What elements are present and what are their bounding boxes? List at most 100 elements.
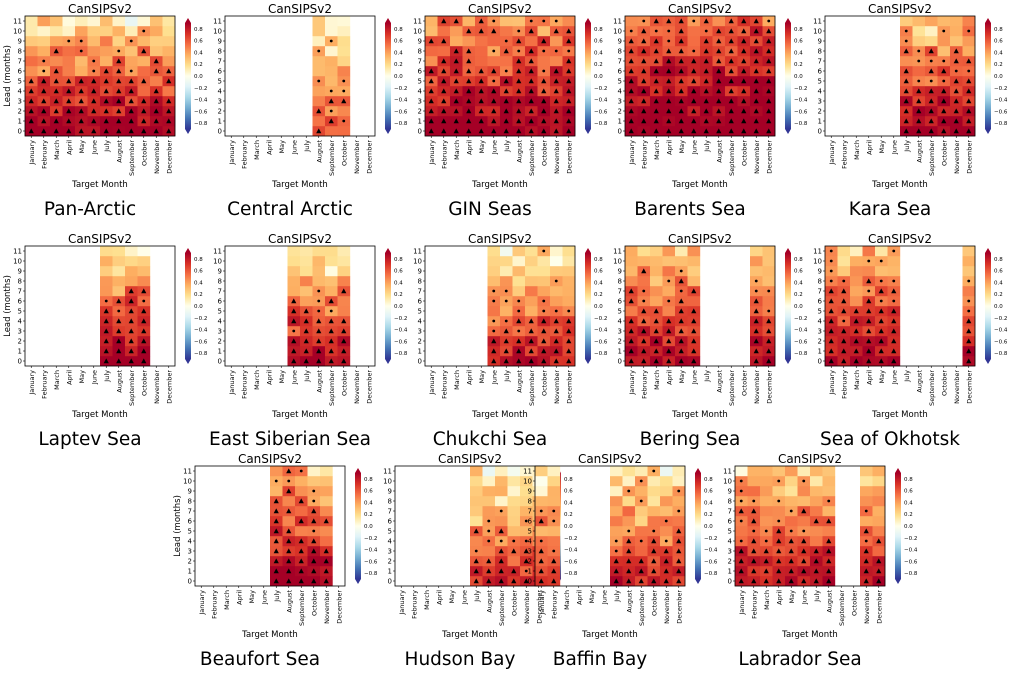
y-tick-label: 6 xyxy=(18,298,23,306)
heatmap-cell xyxy=(650,246,663,257)
heatmap-cell xyxy=(650,296,663,307)
heatmap-cell xyxy=(622,466,636,477)
colorbar: 0.80.60.40.20.0−0.2−0.4−0.6−0.8 xyxy=(185,18,208,134)
significance-triangle-marker xyxy=(528,118,534,124)
significance-triangle-marker xyxy=(828,288,834,294)
colorbar-tick-label: −0.6 xyxy=(364,559,378,565)
significance-triangle-marker xyxy=(691,78,697,84)
heatmap-cell xyxy=(635,526,648,537)
x-tick-label: May xyxy=(678,140,686,154)
significance-triangle-marker xyxy=(128,308,134,314)
heatmap-cell xyxy=(337,36,351,47)
colorbar-tick-label: 0.4 xyxy=(594,50,603,56)
y-tick-label: 6 xyxy=(388,518,393,526)
significance-triangle-marker xyxy=(566,318,572,324)
significance-triangle-marker xyxy=(841,328,847,334)
significance-triangle-marker xyxy=(466,108,472,114)
region-name: Pan-Arctic xyxy=(44,199,136,220)
significance-triangle-marker xyxy=(966,128,972,134)
significance-triangle-marker xyxy=(716,38,722,44)
heatmap-cell xyxy=(625,306,638,317)
significance-triangle-marker xyxy=(453,58,459,64)
colorbar-tick-label: −0.4 xyxy=(904,548,918,554)
colorbar-tick-label: 0.8 xyxy=(394,27,403,33)
heatmap-cell xyxy=(295,486,308,497)
colorbar-tick-label: −0.4 xyxy=(704,548,718,554)
heatmap-cell xyxy=(550,296,563,307)
significance-triangle-marker xyxy=(628,288,634,294)
x-tick-label: February xyxy=(750,590,758,619)
heatmap-cell xyxy=(337,46,351,57)
x-tick-label: August xyxy=(115,370,123,393)
y-tick-label: 1 xyxy=(818,118,822,126)
significance-triangle-marker xyxy=(311,578,317,584)
colorbar-tick-label: −0.2 xyxy=(564,536,577,542)
significance-triangle-marker xyxy=(503,78,509,84)
y-tick-label: 9 xyxy=(218,38,222,46)
significance-triangle-marker xyxy=(966,338,972,344)
y-tick-label: 10 xyxy=(13,258,22,266)
significance-dot-marker xyxy=(329,89,333,93)
y-tick-label: 8 xyxy=(218,278,222,286)
significance-triangle-marker xyxy=(691,118,697,124)
y-tick-label: 1 xyxy=(188,568,192,576)
x-tick-label: October xyxy=(540,140,548,166)
heatmap-cell xyxy=(762,246,776,257)
x-tick-label: August xyxy=(315,370,323,393)
significance-triangle-marker xyxy=(651,568,657,574)
significance-triangle-marker xyxy=(128,328,134,334)
significance-triangle-marker xyxy=(153,88,159,94)
y-tick-label: 8 xyxy=(818,48,822,56)
x-tick-label: September xyxy=(298,590,306,626)
heatmap-cell xyxy=(760,486,773,497)
significance-triangle-marker xyxy=(766,318,772,324)
y-tick-label: 1 xyxy=(818,348,822,356)
heatmap-cell xyxy=(507,466,521,477)
heatmap-cell xyxy=(850,296,863,307)
heatmap-cell xyxy=(660,526,673,537)
significance-triangle-marker xyxy=(953,88,959,94)
significance-triangle-marker xyxy=(626,568,632,574)
significance-triangle-marker xyxy=(441,88,447,94)
significance-triangle-marker xyxy=(876,538,882,544)
significance-triangle-marker xyxy=(703,88,709,94)
panel-model-title: CanSIPSv2 xyxy=(578,452,642,466)
significance-triangle-marker xyxy=(753,68,759,74)
heatmap-cell xyxy=(312,256,326,267)
significance-triangle-marker xyxy=(103,318,109,324)
heatmap-cell xyxy=(125,256,138,267)
significance-triangle-marker xyxy=(516,118,522,124)
heatmap-cell xyxy=(312,246,326,257)
colorbar-tick-label: −0.4 xyxy=(194,98,208,104)
y-tick-label: 7 xyxy=(18,58,22,66)
significance-dot-marker xyxy=(664,539,668,543)
significance-dot-marker xyxy=(767,309,771,313)
significance-triangle-marker xyxy=(328,118,334,124)
heatmap-cell xyxy=(512,276,526,287)
significance-triangle-marker xyxy=(528,328,534,334)
x-tick-label: April xyxy=(865,140,873,155)
x-tick-label: June xyxy=(600,590,608,605)
heatmap-cell xyxy=(100,56,113,67)
heatmap-cell xyxy=(547,496,561,507)
colorbar-tick-label: 0.8 xyxy=(594,27,603,33)
heatmap-cells xyxy=(487,246,576,367)
significance-triangle-marker xyxy=(703,68,709,74)
colorbar-tick-label: −0.8 xyxy=(794,351,808,357)
significance-triangle-marker xyxy=(788,538,794,544)
colorbar-tick-label: 0.0 xyxy=(704,524,713,530)
x-tick-label: September xyxy=(728,370,736,406)
colorbar-tick-label: −0.8 xyxy=(594,121,608,127)
colorbar-tick-label: −0.6 xyxy=(194,109,208,115)
heatmap-cell xyxy=(270,466,283,477)
significance-dot-marker xyxy=(529,19,533,23)
heatmap-cell xyxy=(62,56,76,67)
heatmap-cell xyxy=(887,256,901,267)
significance-triangle-marker xyxy=(653,128,659,134)
significance-triangle-marker xyxy=(316,128,322,134)
significance-triangle-marker xyxy=(666,48,672,54)
plot-frame xyxy=(824,15,976,137)
significance-triangle-marker xyxy=(966,58,972,64)
heatmap-cell xyxy=(900,56,913,67)
significance-triangle-marker xyxy=(626,558,632,564)
